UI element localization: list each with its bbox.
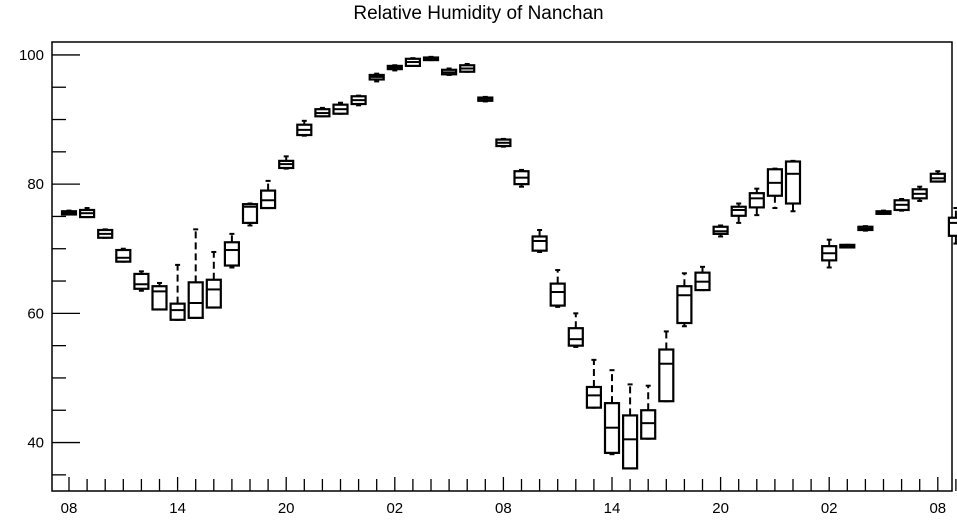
box-iqr [567,327,584,347]
box-46 [893,197,910,212]
box-2 [97,228,114,239]
x-tick-label: 14 [169,500,186,517]
box-19 [404,57,421,68]
box-iqr [676,285,693,325]
box-11 [260,179,277,210]
box-37 [730,202,747,224]
box-24 [495,137,512,148]
box-23 [477,95,494,103]
box-6 [169,263,186,321]
box-35 [694,265,711,292]
box-26 [531,228,548,253]
x-tick-label: 02 [386,500,403,517]
box-iqr [585,385,603,409]
box-0 [60,209,78,216]
box-36 [712,224,729,238]
box-iqr [549,282,566,307]
box-25 [513,168,530,188]
box-21 [441,67,458,76]
box-iqr [531,235,548,252]
box-iqr [658,348,675,403]
box-39 [766,167,784,210]
box-48 [929,170,946,183]
box-9 [223,232,240,269]
box-13 [296,119,313,137]
box-iqr [730,205,747,217]
box-30 [603,369,621,456]
box-27 [549,269,566,308]
box-5 [151,281,168,311]
box-iqr [205,278,222,309]
box-43 [839,243,856,249]
box-12 [278,155,295,170]
box-iqr [169,302,186,321]
box-17 [368,72,385,83]
box-40 [784,159,802,213]
box-47 [911,185,928,202]
x-tick-label: 02 [821,500,838,517]
x-tick-label: 20 [712,500,729,517]
plot-frame [51,41,953,492]
box-38 [748,187,765,217]
y-tick-label: 80 [27,176,44,193]
box-44 [857,225,874,232]
y-tick-label: 100 [19,47,44,64]
box-45 [875,209,892,215]
box-28 [567,312,584,348]
box-iqr [151,285,168,311]
box-20 [422,55,440,62]
box-series [60,55,957,470]
box-iqr [115,248,132,263]
box-iqr [748,192,765,209]
box-8 [205,250,222,309]
x-axis: 08 14 20 02 08 14 20 02 08 [61,477,957,517]
box-iqr [133,272,150,290]
x-tick-label: 20 [278,500,295,517]
box-14 [314,106,331,118]
box-16 [350,94,367,107]
chart-title: Relative Humidity of Nanchan [353,3,604,24]
box-22 [459,62,476,73]
box-iqr [621,414,639,470]
box-4 [133,270,150,292]
box-15 [332,101,349,115]
x-tick-label: 08 [61,500,78,517]
box-iqr [223,241,240,267]
box-18 [386,64,403,72]
x-tick-label: 08 [495,500,512,517]
box-iqr [241,203,259,224]
box-29 [585,358,603,409]
box-iqr [947,216,957,237]
box-7 [187,228,204,319]
y-tick-label: 40 [27,435,44,452]
box-iqr [187,281,204,319]
box-33 [658,330,675,403]
box-49 [947,207,957,245]
x-tick-label: 14 [604,500,621,517]
box-32 [640,384,657,440]
box-34 [676,272,693,328]
box-42 [821,238,838,269]
x-tick-label: 08 [929,500,946,517]
box-3 [115,247,132,263]
box-iqr [784,160,802,205]
box-iqr [640,409,657,440]
box-10 [241,202,259,227]
y-tick-label: 60 [27,305,44,322]
box-31 [621,383,639,470]
y-axis: 40 60 80 100 [19,47,80,476]
box-1 [78,207,96,219]
